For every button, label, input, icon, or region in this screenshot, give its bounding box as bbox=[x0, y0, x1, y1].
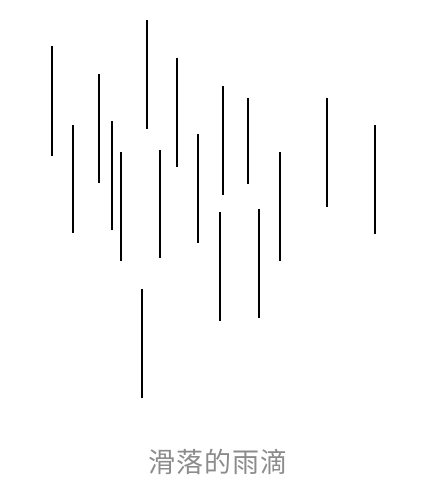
caption: 滑落的雨滴 bbox=[148, 448, 288, 479]
raindrops-illustration bbox=[51, 20, 376, 398]
